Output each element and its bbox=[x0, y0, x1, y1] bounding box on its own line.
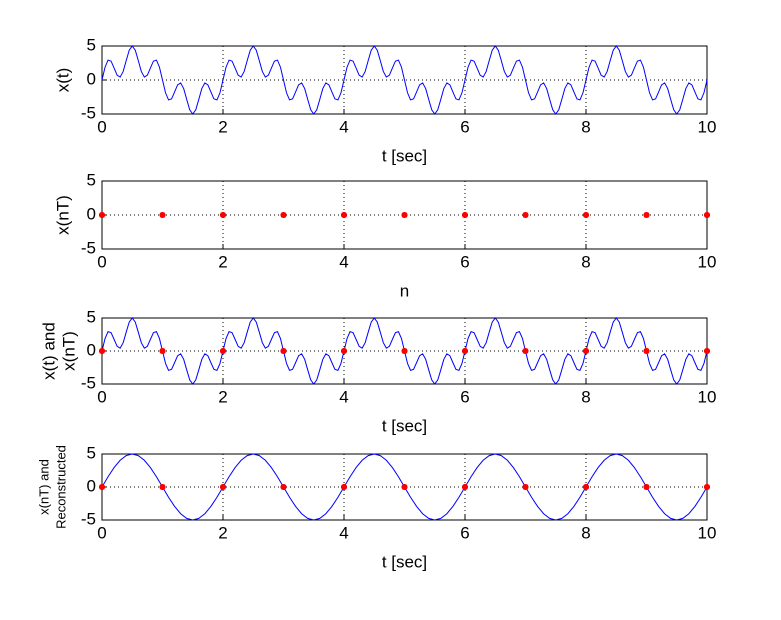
x-axis-label: n bbox=[400, 281, 409, 300]
sample-marker bbox=[522, 348, 529, 354]
y-tick-label: 5 bbox=[87, 443, 96, 462]
x-tick-label: 4 bbox=[339, 523, 348, 542]
y-tick-label: -5 bbox=[81, 103, 96, 122]
x-tick-label: 2 bbox=[218, 252, 227, 271]
y-tick-label: -5 bbox=[81, 238, 96, 257]
sample-marker bbox=[99, 212, 105, 218]
x-axis-label: t [sec] bbox=[382, 146, 427, 165]
y-tick-label: 5 bbox=[87, 307, 96, 326]
sample-marker bbox=[401, 484, 408, 490]
x-axis-label: t [sec] bbox=[382, 416, 427, 435]
x-tick-label: 0 bbox=[97, 117, 106, 136]
sample-marker bbox=[522, 212, 529, 218]
y-tick-label: 0 bbox=[87, 204, 96, 223]
x-tick-label: 6 bbox=[460, 252, 469, 271]
x-tick-label: 6 bbox=[460, 523, 469, 542]
x-tick-label: 8 bbox=[581, 523, 590, 542]
sample-marker bbox=[583, 212, 589, 218]
sample-marker bbox=[280, 484, 287, 490]
sample-marker bbox=[643, 484, 650, 490]
sample-marker bbox=[220, 212, 226, 218]
y-tick-label: 0 bbox=[87, 69, 96, 88]
sample-marker bbox=[462, 348, 468, 354]
sample-marker bbox=[341, 348, 347, 354]
sample-marker bbox=[704, 484, 710, 490]
y-tick-label: 0 bbox=[87, 476, 96, 495]
x-tick-label: 10 bbox=[698, 523, 717, 542]
x-tick-label: 0 bbox=[97, 387, 106, 406]
sample-marker bbox=[401, 348, 408, 354]
x-tick-label: 6 bbox=[460, 117, 469, 136]
x-tick-label: 10 bbox=[698, 252, 717, 271]
x-axis-label: t [sec] bbox=[382, 552, 427, 571]
x-tick-label: 8 bbox=[581, 252, 590, 271]
sample-marker bbox=[583, 484, 589, 490]
y-tick-label: 5 bbox=[87, 170, 96, 189]
sample-marker bbox=[341, 484, 347, 490]
sample-marker bbox=[280, 212, 287, 218]
x-tick-label: 2 bbox=[218, 523, 227, 542]
y-axis-label: x(nT) and bbox=[36, 459, 51, 515]
x-tick-label: 4 bbox=[339, 387, 348, 406]
sample-marker bbox=[280, 348, 287, 354]
sample-marker bbox=[704, 348, 710, 354]
x-tick-label: 6 bbox=[460, 387, 469, 406]
sample-marker bbox=[220, 348, 226, 354]
y-tick-label: 5 bbox=[87, 35, 96, 54]
sample-marker bbox=[522, 484, 529, 490]
sample-marker bbox=[462, 212, 468, 218]
x-tick-label: 10 bbox=[698, 387, 717, 406]
sample-marker bbox=[159, 484, 166, 490]
sample-marker bbox=[704, 212, 710, 218]
y-axis-label: x(t) and bbox=[39, 322, 58, 380]
sample-marker bbox=[220, 484, 226, 490]
x-tick-label: 0 bbox=[97, 523, 106, 542]
sample-marker bbox=[159, 348, 166, 354]
x-tick-label: 8 bbox=[581, 117, 590, 136]
y-tick-label: -5 bbox=[81, 373, 96, 392]
x-tick-label: 0 bbox=[97, 252, 106, 271]
sample-marker bbox=[159, 212, 166, 218]
x-tick-label: 4 bbox=[339, 117, 348, 136]
y-axis-label: x(t) bbox=[53, 68, 72, 93]
y-tick-label: -5 bbox=[81, 509, 96, 528]
x-tick-label: 10 bbox=[698, 117, 717, 136]
sample-marker bbox=[643, 212, 650, 218]
y-tick-label: 0 bbox=[87, 340, 96, 359]
signal-line bbox=[101, 45, 708, 115]
sample-marker bbox=[99, 348, 105, 354]
sample-marker bbox=[401, 212, 408, 218]
sample-marker bbox=[99, 484, 105, 490]
y-axis-label: Reconstructed bbox=[53, 445, 68, 529]
sample-marker bbox=[341, 212, 347, 218]
x-tick-label: 2 bbox=[218, 117, 227, 136]
y-axis-label: x(nT) bbox=[59, 331, 78, 371]
sample-marker bbox=[583, 348, 589, 354]
x-tick-label: 4 bbox=[339, 252, 348, 271]
sample-marker bbox=[643, 348, 650, 354]
sample-marker bbox=[462, 484, 468, 490]
y-axis-label: x(nT) bbox=[53, 195, 72, 235]
x-tick-label: 2 bbox=[218, 387, 227, 406]
x-tick-label: 8 bbox=[581, 387, 590, 406]
